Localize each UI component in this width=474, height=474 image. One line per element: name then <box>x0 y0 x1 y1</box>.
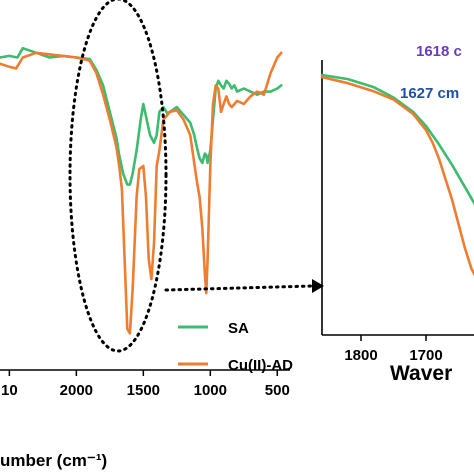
zoom-series-line-sa <box>320 73 474 206</box>
zoom-series-group <box>320 73 474 277</box>
zoom-arrow-line <box>164 284 314 292</box>
zoom-series-line-cu-ii-ad <box>320 75 474 277</box>
highlight-ellipse <box>68 0 168 353</box>
main-series-line-cu-ii-ad <box>0 51 283 335</box>
main-x-tick-label-0: 10 <box>1 382 18 399</box>
main-x-tick-label-4: 500 <box>265 382 290 399</box>
main-x-tick-label-3: 1000 <box>194 382 227 399</box>
zoom-x-axis-label: Waver <box>390 362 452 385</box>
zoom-annotation-1627: 1627 cm <box>400 85 459 102</box>
zoom-x-tick-label-0: 1800 <box>344 347 377 364</box>
main-series-line-sa <box>0 46 283 186</box>
legend-label-sa: SA <box>228 320 249 337</box>
main-legend: SA Cu(II)-AD <box>178 320 293 374</box>
main-tick-group: 10 2000 1500 1000 500 <box>1 370 290 399</box>
main-x-tick-label-1: 2000 <box>60 382 93 399</box>
main-x-axis-label: umber (cm⁻¹) <box>0 451 107 470</box>
main-x-tick-label-2: 1500 <box>127 382 160 399</box>
main-series-group <box>0 46 283 335</box>
zoom-x-tick-label-1: 1700 <box>409 347 442 364</box>
main-ftir-panel: 10 2000 1500 1000 500 umber (cm⁻¹) SA Cu(II)… <box>0 0 324 470</box>
legend-label-cuad: Cu(II)-AD <box>228 357 293 374</box>
zoom-arrow-head <box>312 279 324 293</box>
zoom-annotation-1618: 1618 c <box>416 43 462 60</box>
